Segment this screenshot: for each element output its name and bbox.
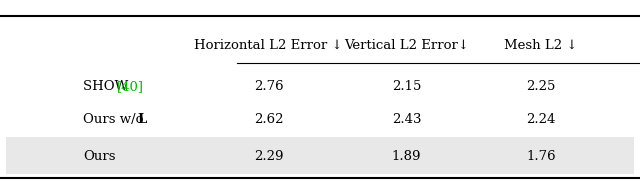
Text: 1.89: 1.89	[392, 150, 421, 163]
Text: Vertical L2 Error↓: Vertical L2 Error↓	[344, 39, 469, 52]
Text: Ours: Ours	[83, 150, 116, 163]
FancyBboxPatch shape	[6, 137, 634, 174]
Text: 2.25: 2.25	[526, 80, 556, 93]
Text: 2.24: 2.24	[526, 113, 556, 126]
Text: SHOW: SHOW	[83, 80, 132, 93]
Text: L: L	[138, 113, 147, 126]
Text: 1.76: 1.76	[526, 150, 556, 163]
Text: 2.29: 2.29	[254, 150, 284, 163]
Text: 2.76: 2.76	[254, 80, 284, 93]
Text: 2.43: 2.43	[392, 113, 421, 126]
Text: [40]: [40]	[116, 80, 143, 93]
Text: 2.15: 2.15	[392, 80, 421, 93]
Text: Mesh L2 ↓: Mesh L2 ↓	[504, 39, 577, 52]
Text: 2.62: 2.62	[254, 113, 284, 126]
Text: Ours w/o: Ours w/o	[83, 113, 148, 126]
Text: Horizontal L2 Error ↓: Horizontal L2 Error ↓	[195, 39, 343, 52]
